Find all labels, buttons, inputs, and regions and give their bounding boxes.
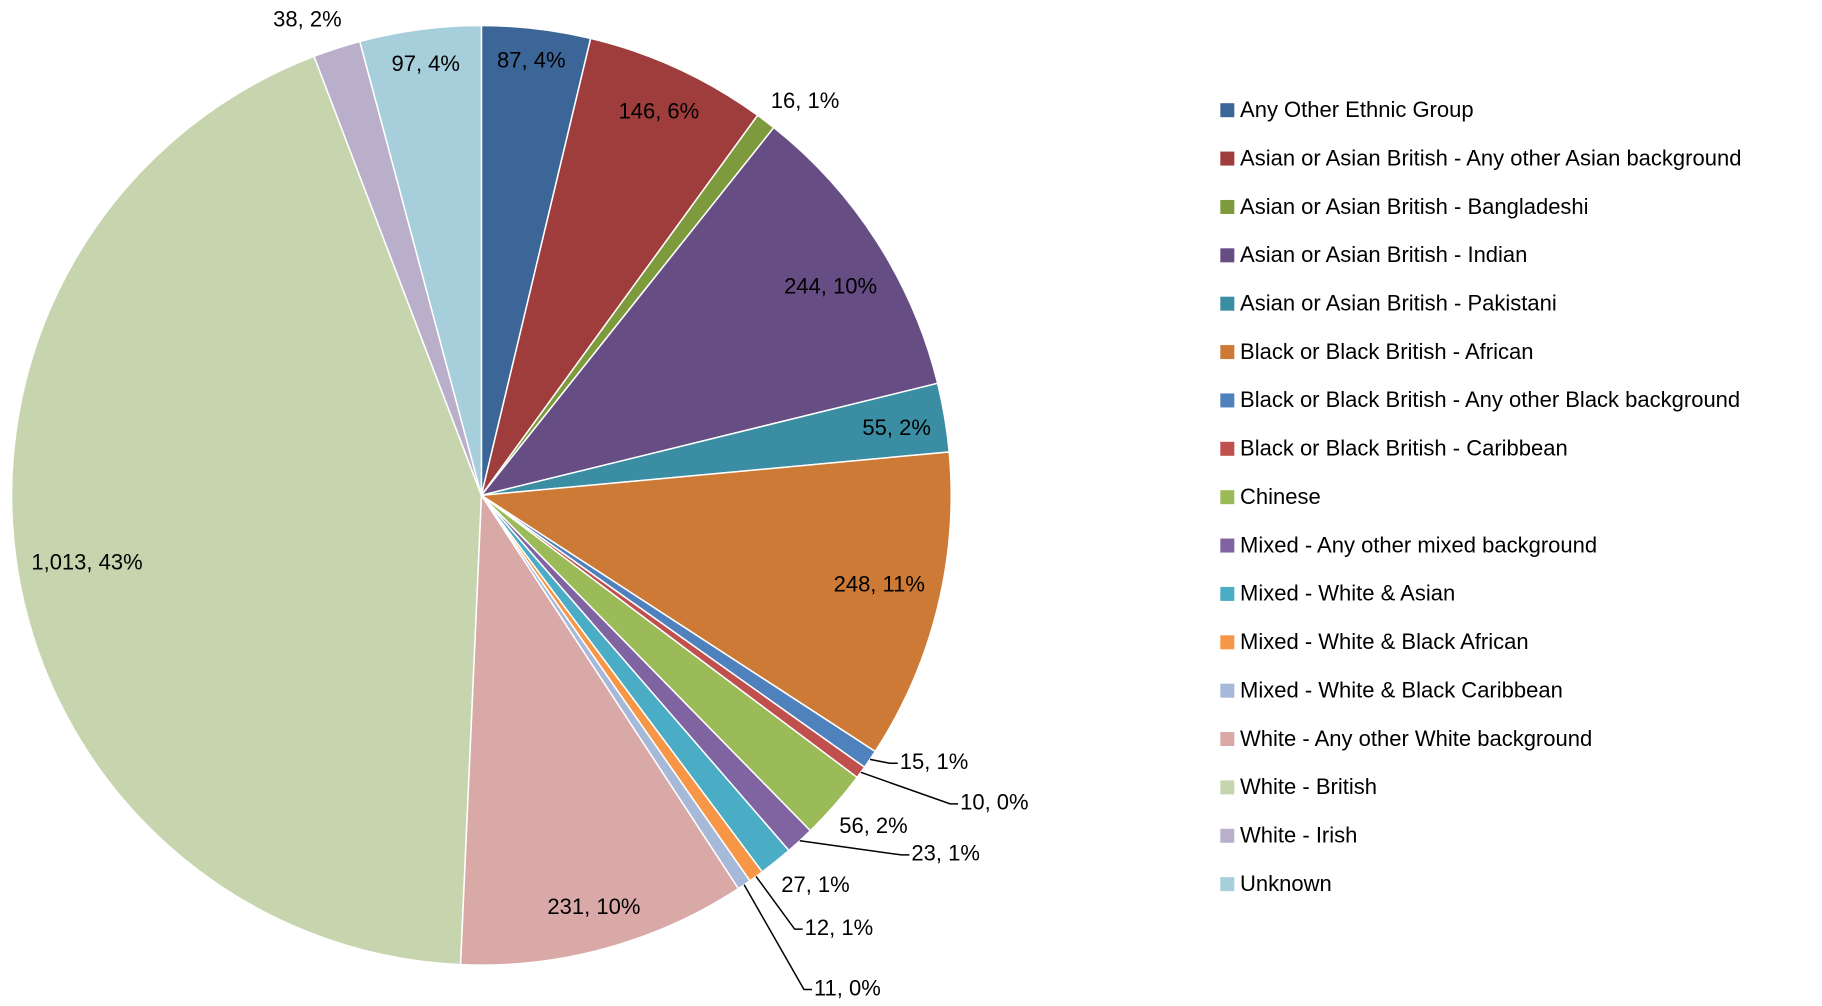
pie-slice	[358, 24, 483, 496]
data-label: 244, 10%	[784, 273, 877, 298]
pie-slice	[479, 126, 939, 497]
legend-swatch	[1220, 345, 1235, 360]
leader-line	[869, 758, 898, 765]
data-label: 55, 2%	[862, 415, 931, 440]
data-label: 15, 1%	[900, 749, 969, 774]
leader-line	[799, 840, 910, 856]
data-label: 87, 4%	[497, 47, 566, 72]
legend-swatch	[1220, 296, 1235, 311]
legend-label: White - Irish	[1240, 823, 1357, 848]
data-label: 231, 10%	[547, 894, 640, 919]
legend-label: Asian or Asian British - Bangladeshi	[1240, 194, 1589, 219]
data-label: 97, 4%	[391, 51, 460, 76]
pie-slice	[10, 55, 483, 966]
legend-swatch	[1220, 780, 1235, 795]
legend-swatch	[1220, 393, 1235, 408]
legend-swatch	[1220, 151, 1235, 166]
legend-label: Asian or Asian British - Pakistani	[1240, 291, 1557, 316]
legend-label: Black or Black British - African	[1240, 339, 1533, 364]
pie-slice	[479, 451, 952, 753]
legend-swatch	[1220, 538, 1235, 553]
legend-label: Asian or Asian British - Any other Asian…	[1240, 145, 1741, 170]
data-label: 12, 1%	[805, 915, 874, 940]
legend-label: Mixed - Any other mixed background	[1240, 532, 1597, 557]
data-label: 27, 1%	[781, 872, 850, 897]
legend-label: Mixed - White & Black African	[1240, 629, 1529, 654]
pie-slice	[459, 492, 740, 966]
data-label: 1,013, 43%	[31, 550, 142, 575]
leader-line	[860, 771, 959, 805]
leader-line	[743, 884, 812, 991]
legend-label: Unknown	[1240, 871, 1332, 896]
legend-label: Asian or Asian British - Indian	[1240, 242, 1527, 267]
data-label: 16, 1%	[771, 88, 840, 113]
data-label: 11, 0%	[814, 975, 881, 1000]
pie-slice	[480, 37, 759, 496]
legend-label: White - British	[1240, 774, 1377, 799]
legend-swatch	[1220, 828, 1235, 843]
legend-label: Any Other Ethnic Group	[1240, 97, 1474, 122]
legend-swatch	[1220, 248, 1235, 263]
data-label: 23, 1%	[911, 841, 980, 866]
legend-swatch	[1220, 103, 1235, 118]
data-label: 10, 0%	[960, 790, 1029, 815]
legend-label: Black or Black British - Caribbean	[1240, 436, 1568, 461]
data-label: 38, 2%	[273, 7, 342, 32]
legend-label: Chinese	[1240, 484, 1321, 509]
legend-swatch	[1220, 199, 1235, 214]
legend-label: White - Any other White background	[1240, 726, 1592, 751]
legend-swatch	[1220, 490, 1235, 505]
data-label: 56, 2%	[839, 813, 908, 838]
leader-line	[755, 875, 803, 930]
legend-swatch	[1220, 877, 1235, 892]
legend-swatch	[1220, 635, 1235, 650]
legend-swatch	[1220, 732, 1235, 747]
data-label: 248, 11%	[834, 572, 925, 597]
legend-swatch	[1220, 586, 1235, 601]
data-label: 146, 6%	[619, 98, 700, 123]
legend-label: Mixed - White & Black Caribbean	[1240, 677, 1563, 702]
legend-label: Mixed - White & Asian	[1240, 581, 1455, 606]
legend-label: Black or Black British - Any other Black…	[1240, 387, 1740, 412]
legend-swatch	[1220, 683, 1235, 698]
legend-swatch	[1220, 441, 1235, 456]
